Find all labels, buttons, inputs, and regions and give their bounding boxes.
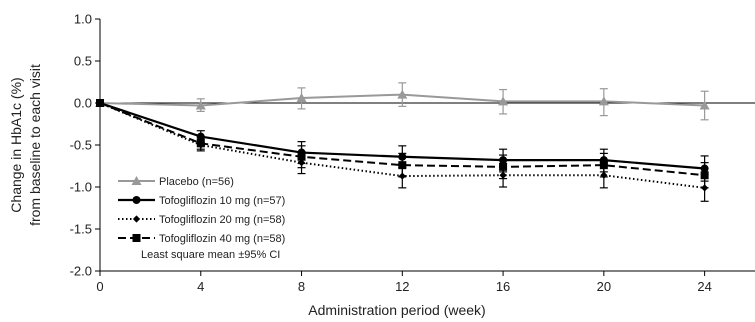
x-tick-label: 0 (96, 279, 103, 294)
legend-item-placebo: Placebo (n=56) (118, 176, 234, 188)
placebo-point (699, 100, 710, 110)
y-tick-label: 1.0 (74, 12, 92, 27)
legend-label-tofo-40mg: Tofogliflozin 40 mg (n=58) (159, 233, 285, 245)
y-tick-label: 0.5 (74, 54, 92, 69)
tofo-40mg-point (700, 171, 709, 180)
legend-marker-tofo-40mg (132, 234, 141, 242)
y-tick-label: -2.0 (70, 264, 92, 279)
placebo-point (397, 89, 408, 99)
legend: Placebo (n=56) Tofogliflozin 10 mg (n=57)… (118, 176, 285, 261)
legend-item-tofo-10mg: Tofogliflozin 10 mg (n=57) (118, 195, 285, 207)
tofo-10mg-point (499, 156, 508, 165)
legend-item-tofo-40mg: Tofogliflozin 40 mg (n=58) (118, 233, 285, 245)
x-tick-label: 20 (597, 279, 611, 294)
placebo-point (195, 100, 206, 110)
x-tick-label: 16 (496, 279, 510, 294)
y-axis-title-line2: from baseline to each visit (27, 64, 43, 226)
y-tick-label: -1.0 (70, 180, 92, 195)
axes-layer: 1.0 0.5 0.0 -0.5 -1.0 -1.5 -2.0 0 4 8 12 16 20 24 (70, 12, 755, 294)
legend-label-tofo-20mg: Tofogliflozin 20 mg (n=58) (159, 214, 285, 226)
tofo-20mg-point (600, 171, 608, 179)
placebo-point (296, 92, 307, 102)
tofo-10mg-point (398, 152, 407, 161)
tofo-20mg-point (701, 184, 709, 192)
tofo-20mg-point (499, 171, 507, 179)
tofo-10mg-point (196, 132, 205, 141)
tofo-40mg-point (599, 161, 608, 170)
y-tick-label: -1.5 (70, 222, 92, 237)
placebo-point (598, 96, 609, 106)
x-tick-label: 12 (395, 279, 409, 294)
x-tick-label: 8 (298, 279, 305, 294)
placebo-point (498, 96, 509, 106)
tofo-20mg-point (297, 159, 306, 167)
tofo-40mg-point (297, 152, 306, 161)
legend-marker-placebo (131, 176, 142, 185)
legend-marker-tofo-10mg (132, 196, 141, 204)
tofo-40mg-point (196, 139, 205, 148)
x-tick-label: 4 (197, 279, 204, 294)
y-axis-title-line1: Change in HbA1c (%) (8, 77, 24, 212)
x-axis-title: Administration period (week) (308, 302, 485, 318)
tofo-10mg-point (700, 164, 709, 173)
tofo-40mg-point (398, 161, 407, 170)
y-tick-label: 0.0 (74, 96, 92, 111)
legend-note: Least square mean ±95% CI (141, 249, 280, 261)
legend-label-tofo-10mg: Tofogliflozin 10 mg (n=57) (159, 195, 285, 207)
legend-label-placebo: Placebo (n=56) (159, 176, 234, 188)
legend-item-tofo-20mg: Tofogliflozin 20 mg (n=58) (118, 214, 285, 226)
legend-marker-tofo-20mg (132, 215, 141, 223)
tofo-20mg-point (398, 172, 406, 180)
x-tick-label: 24 (697, 279, 711, 294)
tofo-40mg-point (499, 162, 508, 171)
y-tick-label: -0.5 (70, 138, 92, 153)
